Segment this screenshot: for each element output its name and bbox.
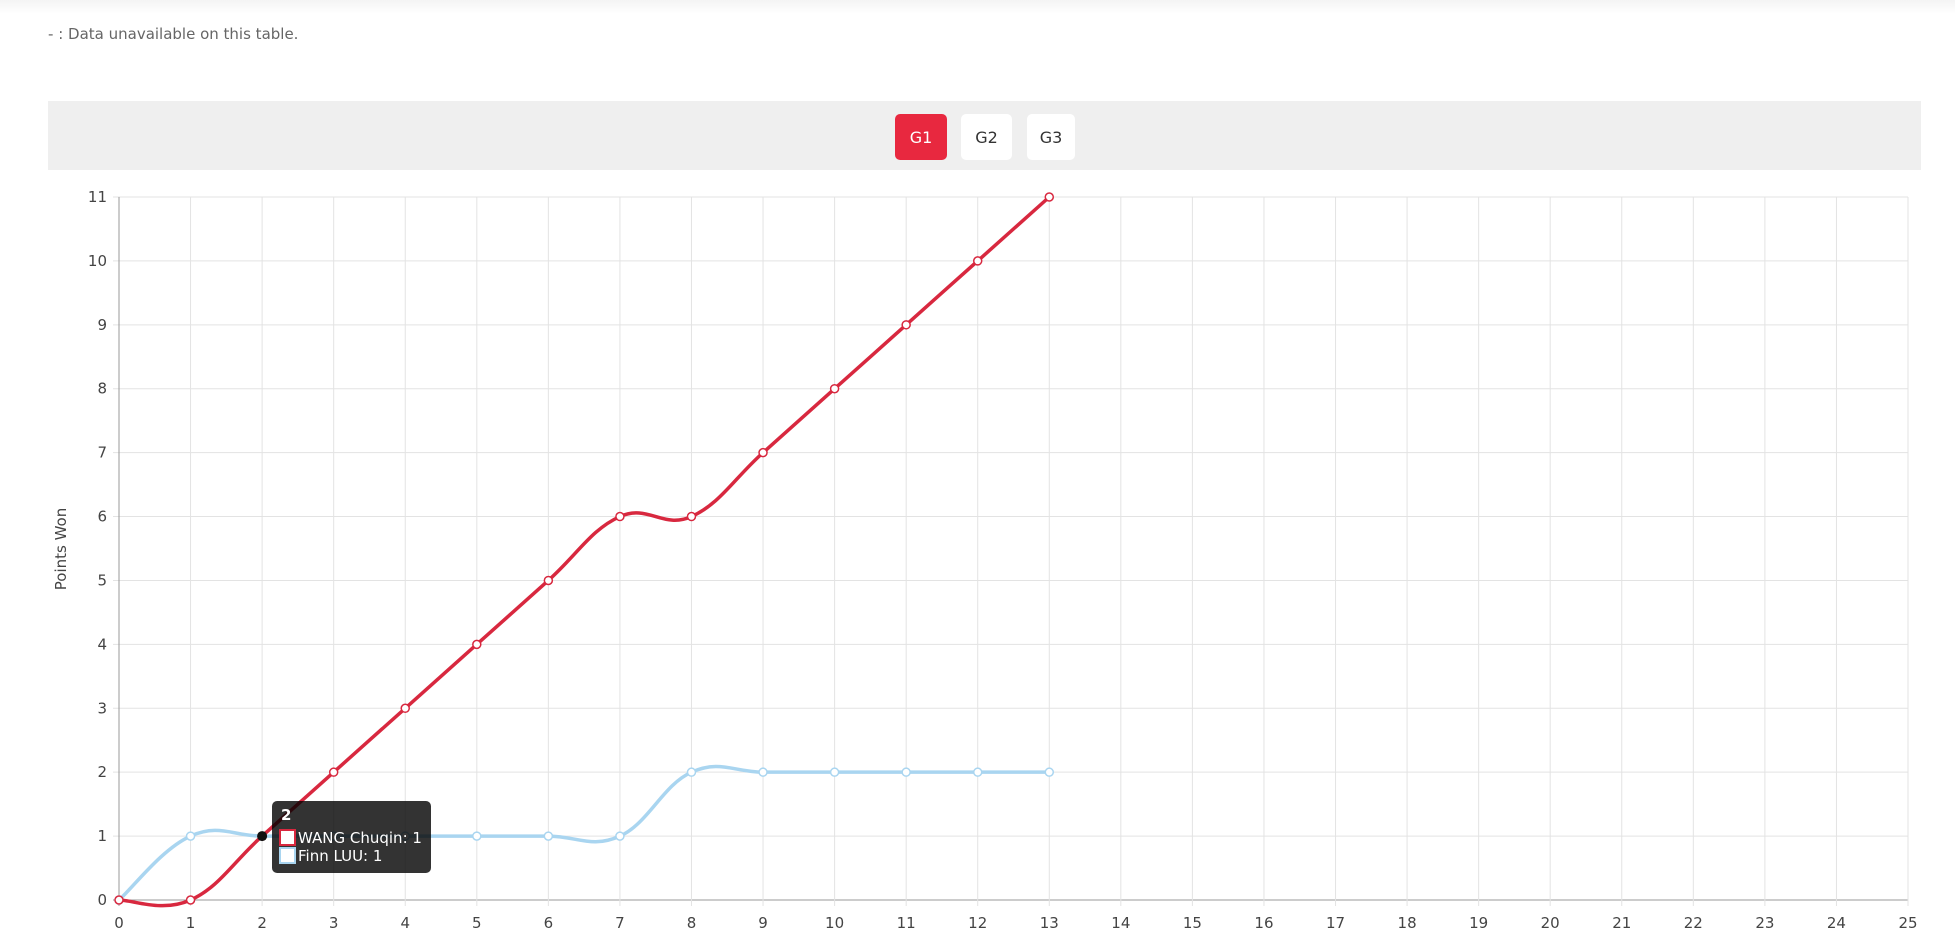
x-tick-label: 23 <box>1755 914 1774 932</box>
x-tick-label: 24 <box>1827 914 1846 932</box>
y-axis-label: Points Won <box>52 508 70 590</box>
y-tick-label: 10 <box>88 252 107 270</box>
x-tick-label: 0 <box>114 914 124 932</box>
tooltip-title: 2 <box>281 806 291 824</box>
data-point <box>543 831 554 841</box>
note: - : Data unavailable on this table. <box>48 25 298 43</box>
x-tick-label: 7 <box>615 914 625 932</box>
data-point <box>1044 767 1055 777</box>
y-tick-label: 9 <box>97 316 107 334</box>
game-tabs: G1 G2 G3 <box>48 101 1921 170</box>
x-tick-label: 17 <box>1326 914 1345 932</box>
x-tick-label: 25 <box>1898 914 1917 932</box>
y-tick-label: 0 <box>97 891 107 909</box>
x-tick-label: 22 <box>1684 914 1703 932</box>
y-tick-label: 11 <box>88 188 107 206</box>
tooltip-swatch <box>279 847 296 864</box>
tooltip-line: WANG Chuqin: 1 <box>298 829 422 847</box>
data-point <box>901 767 911 777</box>
y-tick-label: 1 <box>97 827 107 845</box>
data-point <box>114 895 124 905</box>
y-tick-label: 5 <box>97 571 107 589</box>
data-point <box>686 511 697 522</box>
x-tick-label: 9 <box>758 914 768 932</box>
x-tick-label: 15 <box>1183 914 1202 932</box>
x-tick-label: 19 <box>1469 914 1488 932</box>
x-tick-label: 21 <box>1612 914 1631 932</box>
tooltip-swatch <box>279 829 296 846</box>
data-point <box>472 831 482 841</box>
tooltip-line: Finn LUU: 1 <box>298 847 382 865</box>
data-point <box>901 320 911 330</box>
data-point <box>758 447 768 458</box>
x-tick-label: 18 <box>1398 914 1417 932</box>
x-tick-label: 5 <box>472 914 482 932</box>
data-point <box>686 767 697 777</box>
note-symbol: - <box>48 25 54 43</box>
x-tick-label: 10 <box>825 914 844 932</box>
series-line <box>118 195 1051 908</box>
data-point <box>185 895 196 905</box>
y-tick-label: 6 <box>97 508 107 526</box>
x-tick-label: 3 <box>329 914 339 932</box>
y-tick-label: 7 <box>97 444 107 462</box>
data-point <box>615 511 625 522</box>
data-point <box>185 831 196 841</box>
x-tick-label: 4 <box>400 914 410 932</box>
y-tick-label: 8 <box>97 380 107 398</box>
data-point <box>972 767 983 777</box>
y-tick-label: 4 <box>97 635 107 653</box>
data-point <box>758 767 768 777</box>
y-tick-label: 3 <box>97 699 107 717</box>
x-tick-label: 14 <box>1111 914 1130 932</box>
data-point <box>472 639 482 650</box>
data-point <box>972 256 983 266</box>
data-point <box>829 767 840 777</box>
x-tick-label: 20 <box>1541 914 1560 932</box>
x-tick-label: 8 <box>687 914 697 932</box>
x-tick-label: 2 <box>257 914 267 932</box>
data-point <box>1044 192 1055 202</box>
header-shadow <box>0 0 1955 14</box>
x-tick-label: 12 <box>968 914 987 932</box>
y-tick-label: 2 <box>97 763 107 781</box>
data-point <box>543 575 554 586</box>
tab[interactable]: G3 <box>1027 114 1075 160</box>
tooltip-box <box>272 801 431 873</box>
x-tick-label: 13 <box>1040 914 1059 932</box>
hover-point <box>257 831 268 842</box>
x-tick-label: 1 <box>186 914 196 932</box>
data-point <box>328 767 339 777</box>
data-point <box>829 383 840 394</box>
data-point <box>615 831 625 841</box>
tab[interactable]: G2 <box>961 114 1012 160</box>
x-tick-label: 6 <box>544 914 554 932</box>
note-text: : Data unavailable on this table. <box>58 25 299 43</box>
x-tick-label: 11 <box>897 914 916 932</box>
tab[interactable]: G1 <box>895 114 947 160</box>
data-point <box>400 703 410 714</box>
x-tick-label: 16 <box>1254 914 1273 932</box>
